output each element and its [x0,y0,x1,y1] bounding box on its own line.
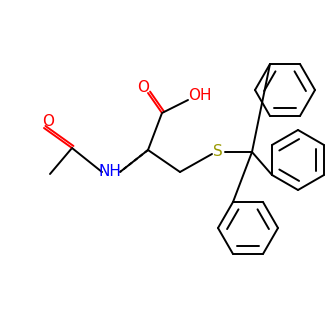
Text: O: O [42,114,54,130]
Text: O: O [137,81,149,95]
Text: OH: OH [188,88,212,104]
Text: S: S [213,144,223,160]
Text: NH: NH [98,165,121,179]
